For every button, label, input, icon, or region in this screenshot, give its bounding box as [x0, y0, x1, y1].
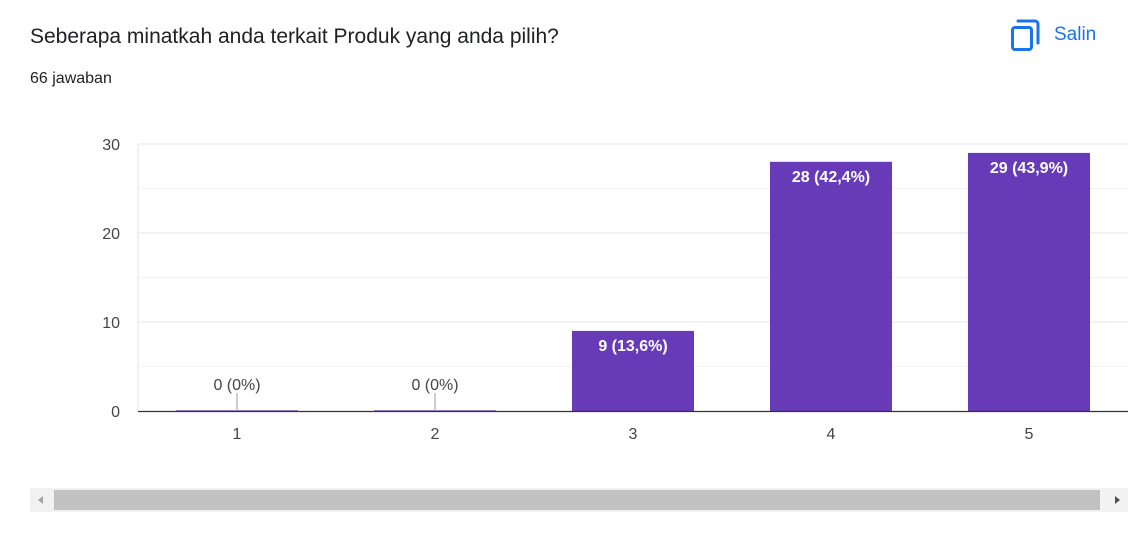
x-tick-label: 5 [1025, 426, 1034, 443]
x-tick-label: 3 [629, 426, 638, 443]
x-tick-label: 4 [827, 426, 836, 443]
copy-button[interactable]: Salin [1002, 12, 1104, 58]
data-label: 29 (43,9%) [990, 160, 1068, 177]
data-labels: 0 (0%) 0 (0%) 9 (13,6%) 28 (42,4%) 29 (43,9%… [213, 160, 1068, 411]
bar[interactable] [770, 161, 892, 411]
y-tick-label: 30 [102, 137, 120, 154]
copy-label: Salin [1054, 24, 1097, 45]
bars [176, 152, 1090, 411]
copy-icon [1011, 19, 1040, 51]
y-tick-label: 0 [111, 404, 120, 421]
data-label: 28 (42,4%) [792, 169, 870, 186]
x-axis-ticks: 1 2 3 4 5 [233, 426, 1034, 443]
y-axis-ticks: 0 10 20 30 [102, 137, 120, 421]
bar[interactable] [968, 152, 1090, 411]
scroll-thumb[interactable] [54, 490, 1100, 510]
scroll-right-arrow-icon[interactable] [1106, 488, 1128, 512]
data-label: 0 (0%) [213, 377, 260, 394]
y-tick-label: 10 [102, 315, 120, 332]
x-tick-label: 1 [233, 426, 242, 443]
x-tick-label: 2 [431, 426, 440, 443]
question-title: Seberapa minatkah anda terkait Produk ya… [30, 25, 559, 48]
response-count: 66 jawaban [30, 70, 112, 87]
y-tick-label: 20 [102, 226, 120, 243]
bar[interactable] [572, 330, 694, 411]
data-label: 0 (0%) [411, 377, 458, 394]
data-label: 9 (13,6%) [598, 338, 667, 355]
scroll-left-arrow-icon[interactable] [30, 488, 52, 512]
horizontal-scrollbar[interactable] [30, 488, 1128, 512]
grid-lines [137, 143, 1128, 411]
bar-chart: 0 10 20 30 1 2 3 4 5 0 (0%) 0 (0%) 9 (13,6%) 28 (4… [102, 137, 1128, 443]
